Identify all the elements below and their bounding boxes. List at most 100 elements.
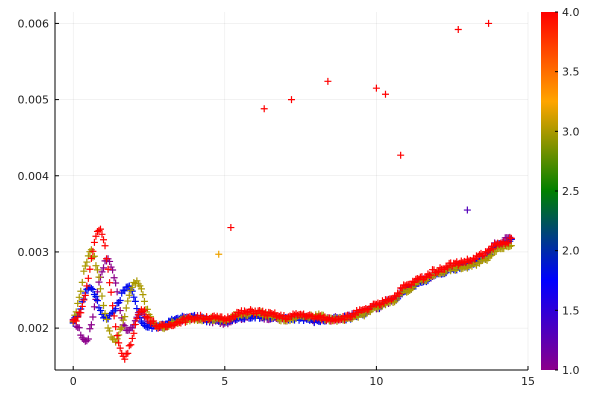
scatter-point xyxy=(268,310,276,318)
scatter-point xyxy=(501,240,509,248)
scatter-point xyxy=(100,264,108,272)
scatter-point xyxy=(260,105,268,113)
scatter-point xyxy=(72,308,80,316)
scatter-point xyxy=(424,270,432,278)
scatter-point xyxy=(453,258,461,266)
scatter-point xyxy=(92,262,100,270)
scatter-point xyxy=(87,284,95,292)
scatter-point xyxy=(181,318,189,326)
scatter-point xyxy=(388,295,396,303)
scatter-point xyxy=(507,234,515,242)
scatter-point xyxy=(122,350,130,358)
scatter-point xyxy=(130,278,138,286)
scatter-point xyxy=(80,296,88,304)
scatter-point xyxy=(143,305,151,313)
scatter-point xyxy=(125,342,133,350)
scatter-point xyxy=(125,291,133,299)
scatter-point xyxy=(421,274,429,282)
scatter-point xyxy=(127,286,135,294)
scatter-point xyxy=(222,316,230,324)
scatter-point xyxy=(133,277,141,285)
scatter-point xyxy=(92,293,100,301)
scatter-point xyxy=(301,313,309,321)
scatter-point xyxy=(482,256,490,264)
colorbar-tick-label: 1.5 xyxy=(562,304,580,317)
scatter-point xyxy=(106,327,114,335)
scatter-point xyxy=(78,334,86,342)
scatter-point xyxy=(372,84,380,92)
scatter-point xyxy=(197,311,205,319)
colorbar-gradient xyxy=(541,12,558,370)
scatter-point xyxy=(130,293,138,301)
scatter-point xyxy=(403,288,411,296)
scatter-point xyxy=(140,321,148,329)
scatter-point xyxy=(107,288,115,296)
scatter-point xyxy=(394,289,402,297)
scatter-point xyxy=(218,313,226,321)
scatter-point xyxy=(74,313,82,321)
scatter-point xyxy=(89,286,97,294)
scatter-point xyxy=(341,316,349,324)
scatter-point xyxy=(116,344,124,352)
scatter-point xyxy=(263,312,271,320)
scatter-point xyxy=(133,315,141,323)
scatter-point xyxy=(139,291,147,299)
scatter-point xyxy=(131,320,139,328)
scatter-point xyxy=(381,90,389,98)
scatter-point xyxy=(121,287,129,295)
scatter-point xyxy=(247,306,255,314)
scatter-point xyxy=(485,19,493,27)
scatter-point xyxy=(325,314,333,322)
scatter-point xyxy=(495,241,503,249)
x-tick-label: 5 xyxy=(221,375,228,388)
scatter-point xyxy=(118,324,126,332)
scatter-point xyxy=(177,319,185,327)
scatter-point xyxy=(395,290,403,298)
scatter-point xyxy=(128,283,136,291)
scatter-point xyxy=(377,301,385,309)
scatter-point xyxy=(124,349,132,357)
x-tick-label: 0 xyxy=(70,375,77,388)
scatter-point xyxy=(485,246,493,254)
scatter-point xyxy=(119,286,127,294)
scatter-point xyxy=(306,311,314,319)
scatter-point xyxy=(106,279,114,287)
scatter-point xyxy=(75,293,83,301)
scatter-point xyxy=(479,252,487,260)
scatter-point xyxy=(116,325,124,333)
scatter-point xyxy=(288,96,295,104)
scatter-point xyxy=(96,225,104,233)
scatter-point xyxy=(101,242,109,250)
scatter-point xyxy=(427,271,435,279)
scatter-point xyxy=(90,238,98,246)
scatter-point xyxy=(92,232,100,240)
y-tick-label: 0.006 xyxy=(18,17,50,30)
scatter-point xyxy=(86,265,94,273)
colorbar: 1.0 1.5 2.0 2.5 3.0 3.5 4.0 xyxy=(541,6,580,377)
scatter-point xyxy=(397,151,405,159)
scatter-point xyxy=(241,307,249,315)
scatter-point xyxy=(227,224,235,232)
scatter-point xyxy=(184,314,192,322)
scatter-point xyxy=(486,246,494,254)
scatter-point xyxy=(124,297,132,305)
scatter-point xyxy=(489,245,497,253)
scatter-point xyxy=(98,292,106,300)
scatter-point xyxy=(121,355,129,363)
scatter-point xyxy=(84,274,92,282)
scatter-point xyxy=(112,323,120,331)
scatter-point xyxy=(145,314,153,322)
scatter-point xyxy=(93,297,101,305)
x-axis-ticks: 0 5 10 15 xyxy=(70,366,535,388)
y-tick-label: 0.002 xyxy=(18,322,50,335)
scatter-point xyxy=(100,236,108,244)
scatter-point xyxy=(121,313,129,321)
scatter-point xyxy=(401,282,409,290)
scatter-point xyxy=(122,304,130,312)
scatter-point xyxy=(315,313,323,321)
scatter-point xyxy=(136,314,144,322)
scatter-point xyxy=(204,316,212,324)
scatter-point xyxy=(304,311,312,319)
scatter-point xyxy=(480,251,488,259)
